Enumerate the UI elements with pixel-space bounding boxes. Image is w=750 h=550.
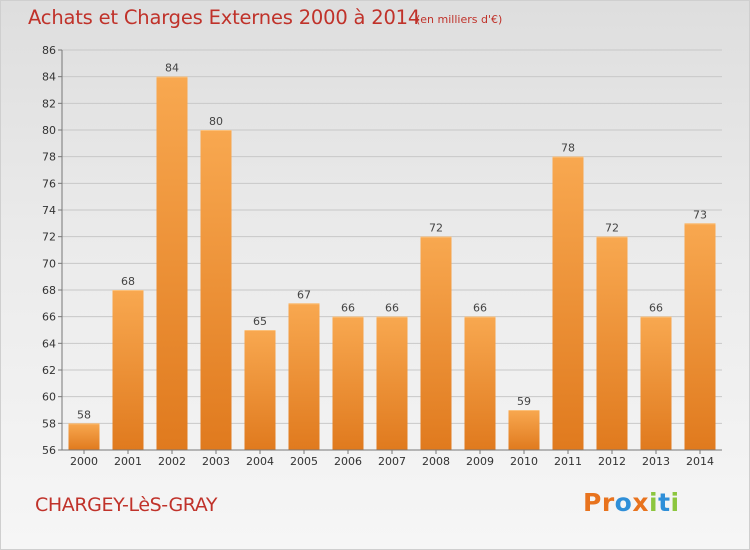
x-axis: 2000 2001 2002 2003 2004 2005 2006 2007 2008 2009… <box>62 449 722 468</box>
bar-2012 <box>596 236 628 450</box>
y-tick-label: 66 <box>42 311 56 324</box>
bar-2000 <box>68 423 100 450</box>
bar-2013 <box>640 316 672 450</box>
bar-2011 <box>552 156 584 450</box>
bar-2009 <box>464 316 496 450</box>
logo-letter: P <box>583 488 602 517</box>
x-tick-label-2002: 2002 <box>158 455 186 468</box>
x-tick-label-2004: 2004 <box>246 455 274 468</box>
bar-2010 <box>508 410 540 450</box>
x-tick-label-2007: 2007 <box>378 455 406 468</box>
bar-2005 <box>288 303 320 450</box>
y-tick-label: 64 <box>42 337 56 350</box>
x-tick-label-2001: 2001 <box>114 455 142 468</box>
x-tick-label-2009: 2009 <box>466 455 494 468</box>
y-tick-label: 82 <box>42 97 56 110</box>
x-tick-label-2003: 2003 <box>202 455 230 468</box>
logo-letter: i <box>670 488 680 517</box>
data-label-2008: 72 <box>429 222 443 235</box>
x-tick-label-2008: 2008 <box>422 455 450 468</box>
bar-2003 <box>200 130 232 450</box>
logo-letter: i <box>649 488 659 517</box>
data-label-2011: 78 <box>561 142 575 155</box>
data-labels: 58 68 84 80 65 67 66 66 72 66 59 78 72 66 73 <box>77 62 707 422</box>
x-tick-label-2012: 2012 <box>598 455 626 468</box>
bar-2004 <box>244 330 276 450</box>
y-tick-label: 80 <box>42 124 56 137</box>
bar-2002 <box>156 76 188 451</box>
bar-2014 <box>684 223 716 450</box>
y-tick-label: 62 <box>42 364 56 377</box>
x-tick-label-2000: 2000 <box>70 455 98 468</box>
data-label-2001: 68 <box>121 275 135 288</box>
logo-letter: x <box>632 488 649 517</box>
data-label-2004: 65 <box>253 315 267 328</box>
y-tick-label: 74 <box>42 204 56 217</box>
x-tick-label-2013: 2013 <box>642 455 670 468</box>
x-tick-label-2011: 2011 <box>554 455 582 468</box>
data-label-2006: 66 <box>341 302 355 315</box>
x-tick-label-2006: 2006 <box>334 455 362 468</box>
bar-2008 <box>420 236 452 450</box>
logo-letter: t <box>658 488 671 517</box>
data-label-2009: 66 <box>473 302 487 315</box>
logo-letter: r <box>601 488 615 517</box>
bar-2006 <box>332 316 364 450</box>
y-tick-label: 76 <box>42 177 56 190</box>
y-tick-label: 70 <box>42 257 56 270</box>
y-tick-label: 56 <box>42 444 56 457</box>
data-label-2005: 67 <box>297 288 311 301</box>
bar-2007 <box>376 316 408 450</box>
y-tick-label: 86 <box>42 44 56 57</box>
x-tick-label-2014: 2014 <box>686 455 714 468</box>
y-tick-label: 68 <box>42 284 56 297</box>
y-axis: 56 58 60 62 64 66 68 70 72 74 76 78 80 82 84 86 <box>42 44 63 457</box>
bars <box>68 76 716 451</box>
chart-unit: (en milliers d'€) <box>416 13 503 26</box>
proxiti-logo: Proxiti <box>583 488 680 517</box>
x-tick-label-2005: 2005 <box>290 455 318 468</box>
data-label-2003: 80 <box>209 115 223 128</box>
data-label-2010: 59 <box>517 395 531 408</box>
chart-title: Achats et Charges Externes 2000 à 2014 <box>28 6 421 29</box>
x-tick-label-2010: 2010 <box>510 455 538 468</box>
data-label-2013: 66 <box>649 302 663 315</box>
y-tick-label: 78 <box>42 151 56 164</box>
logo-letter: o <box>614 488 633 517</box>
y-tick-label: 72 <box>42 231 56 244</box>
data-label-2000: 58 <box>77 408 91 421</box>
y-tick-label: 60 <box>42 391 56 404</box>
data-label-2012: 72 <box>605 222 619 235</box>
data-label-2014: 73 <box>693 208 707 221</box>
bar-2001 <box>112 290 144 450</box>
y-tick-label: 84 <box>42 71 56 84</box>
commune-name: CHARGEY-LèS-GRAY <box>35 494 218 516</box>
data-label-2002: 84 <box>165 62 179 75</box>
y-tick-label: 58 <box>42 417 56 430</box>
data-label-2007: 66 <box>385 302 399 315</box>
